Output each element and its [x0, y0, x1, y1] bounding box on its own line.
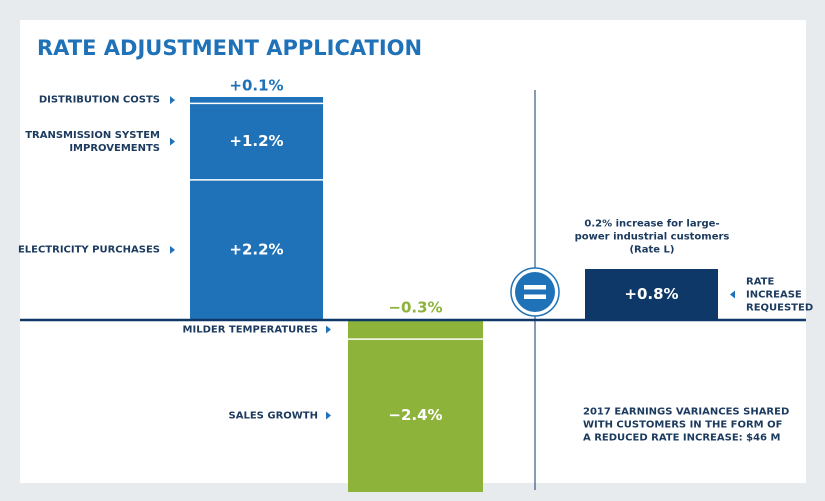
value-label: +0.8%	[624, 285, 678, 303]
equals-bar	[524, 294, 546, 299]
pointer	[170, 245, 175, 254]
value-label: +1.2%	[229, 132, 283, 150]
pointer	[730, 290, 735, 299]
annotation: 2017 EARNINGS VARIANCES SHARED WITH CUST…	[583, 406, 790, 444]
value-label: −2.4%	[388, 406, 442, 424]
category-label: MILDER TEMPERATURES	[182, 324, 318, 336]
equals-circle	[515, 271, 555, 312]
category-label: DISTRIBUTION COSTS	[38, 94, 160, 106]
category-label: TRANSMISSION SYSTEM IMPROVEMENTS	[25, 129, 160, 154]
category-label: SALES GROWTH	[228, 410, 318, 422]
result-bar	[585, 269, 718, 320]
pointer	[326, 411, 331, 420]
bar-segment	[190, 179, 323, 320]
value-label: −0.3%	[388, 298, 442, 316]
value-label: +2.2%	[229, 240, 283, 258]
result-label: RATE INCREASE REQUESTED	[746, 276, 814, 313]
bar-segment	[190, 103, 323, 180]
equals-bar	[524, 284, 546, 290]
pointer	[170, 137, 175, 146]
bar-segment	[190, 97, 323, 104]
bar-segment	[348, 319, 483, 340]
category-label: ELECTRICITY PURCHASES	[17, 244, 160, 256]
annotation: 0.2% increase for large-power industrial…	[574, 218, 730, 256]
value-label: +0.1%	[229, 77, 283, 95]
bar-segment	[348, 339, 483, 492]
pointer	[170, 96, 175, 105]
pointer	[326, 325, 331, 334]
chart-title: RATE ADJUSTMENT APPLICATION	[37, 36, 422, 60]
